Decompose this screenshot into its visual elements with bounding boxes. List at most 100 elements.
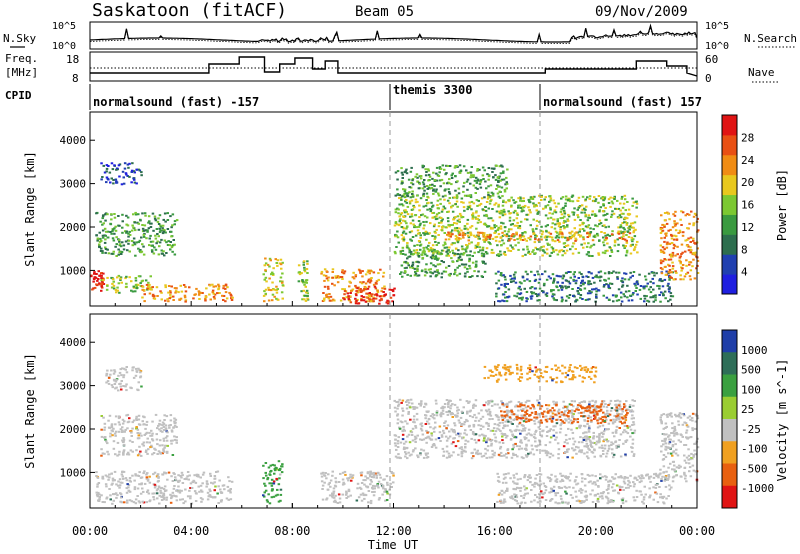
data-cell: [499, 172, 503, 175]
data-cell: [110, 232, 113, 235]
data-cell: [501, 195, 504, 198]
data-cell: [624, 254, 628, 257]
noise-right-label: N.Search: [744, 32, 797, 45]
data-cell: [542, 245, 545, 248]
data-cell: [416, 229, 420, 232]
data-cell: [660, 251, 663, 254]
data-cell: [271, 463, 275, 466]
data-cell: [626, 296, 629, 299]
data-cell: [664, 265, 667, 268]
data-cell: [128, 250, 131, 253]
data-cell: [553, 209, 557, 212]
data-cell: [517, 241, 520, 244]
data-cell: [537, 248, 540, 251]
data-cell: [583, 211, 586, 214]
data-cell: [445, 172, 448, 175]
data-cell: [498, 196, 502, 199]
data-cell: [224, 284, 228, 287]
data-cell: [602, 440, 605, 443]
data-cell: [92, 287, 95, 290]
data-cell: [554, 425, 557, 428]
data-cell: [97, 499, 100, 502]
data-cell: [638, 288, 642, 291]
data-cell: [162, 498, 166, 501]
data-cell: [615, 208, 618, 210]
data-cell: [401, 246, 405, 249]
data-cell: [573, 400, 576, 403]
data-cell: [101, 286, 104, 289]
data-cell: [579, 284, 583, 287]
data-cell: [172, 239, 175, 241]
data-cell: [162, 250, 165, 253]
data-cell: [130, 169, 134, 172]
data-cell: [158, 241, 162, 244]
data-cell: [586, 292, 590, 295]
data-cell: [169, 439, 173, 442]
data-cell: [518, 285, 521, 288]
data-cell: [430, 432, 433, 435]
data-cell: [161, 421, 165, 424]
data-cell: [189, 497, 192, 500]
data-cell: [494, 174, 497, 177]
freq-line: [90, 56, 698, 77]
data-cell: [217, 502, 220, 504]
data-cell: [554, 211, 558, 214]
data-cell: [331, 271, 334, 273]
data-cell: [385, 490, 389, 493]
data-cell: [413, 406, 417, 409]
data-cell: [669, 292, 673, 295]
data-cell: [605, 218, 608, 221]
data-cell: [337, 276, 341, 279]
noise-left-label: N.Sky: [3, 32, 36, 45]
data-cell: [454, 175, 457, 177]
data-cell: [441, 229, 444, 232]
data-cell: [598, 209, 601, 212]
data-cell: [498, 165, 502, 168]
data-cell: [507, 230, 510, 233]
data-cell: [464, 248, 467, 251]
data-cell: [663, 258, 666, 260]
data-cell: [336, 502, 340, 504]
data-cell: [167, 285, 171, 287]
freq-panel: Freq. [MHz] 18 8 60 0 Nave: [5, 51, 778, 85]
data-cell: [649, 286, 652, 289]
data-cell: [671, 255, 674, 258]
data-cell: [506, 296, 510, 299]
data-cell: [228, 489, 231, 492]
data-cell: [99, 250, 103, 252]
data-cell: [490, 444, 493, 447]
data-cell: [625, 241, 629, 244]
data-cell: [354, 297, 357, 300]
data-cell: [500, 432, 504, 435]
data-cell: [205, 485, 208, 488]
data-cell: [325, 270, 328, 273]
data-cell: [555, 299, 558, 302]
data-cell: [201, 292, 204, 294]
data-cell: [579, 219, 582, 221]
data-cell: [529, 196, 533, 199]
data-cell: [483, 270, 487, 273]
data-cell: [109, 181, 112, 184]
data-cell: [491, 418, 494, 420]
data-cell: [468, 242, 471, 245]
data-cell: [321, 488, 324, 490]
data-cell: [491, 237, 495, 240]
data-cell: [103, 426, 107, 429]
data-cell: [493, 224, 496, 227]
data-cell: [647, 288, 651, 291]
data-cell: [448, 456, 451, 459]
data-cell: [491, 208, 494, 210]
data-cell: [206, 498, 210, 501]
data-cell: [103, 501, 106, 504]
data-cell: [679, 231, 682, 234]
data-cell: [205, 287, 208, 290]
data-cell: [429, 246, 433, 249]
data-cell: [631, 414, 634, 417]
data-cell: [535, 209, 538, 212]
data-cell: [574, 282, 578, 285]
data-cell: [442, 432, 446, 435]
data-cell: [593, 288, 596, 291]
data-cell: [518, 227, 522, 230]
data-cell: [104, 251, 107, 254]
data-cell: [607, 422, 611, 425]
